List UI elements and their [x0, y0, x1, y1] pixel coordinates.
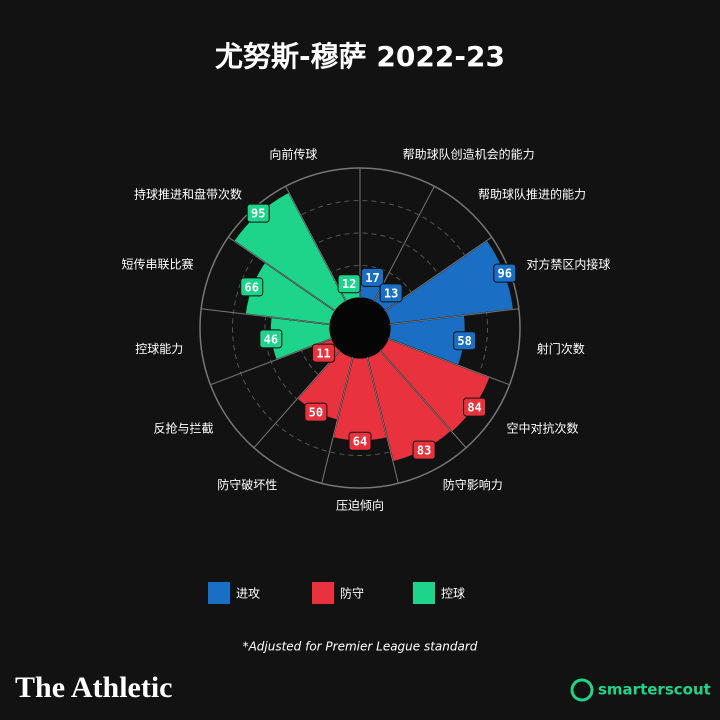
value-label-box — [337, 274, 361, 294]
value-label: 13 — [384, 286, 398, 300]
plot: 17 13 96 58 84 83 64 50 11 46 66 95 12 帮助球队创造机会的能力帮助球… — [122, 147, 611, 513]
source-logo — [570, 678, 594, 702]
legend-swatch — [413, 582, 435, 604]
value-label: 46 — [264, 332, 278, 346]
category-label: 控球能力 — [135, 342, 183, 356]
value-label-box — [312, 343, 336, 363]
value-label: 66 — [244, 280, 258, 294]
wedge — [383, 239, 515, 326]
value-label: 12 — [342, 277, 356, 291]
value-label-box — [453, 331, 477, 351]
category-label: 防守破坏性 — [217, 477, 277, 492]
value-label: 50 — [309, 406, 323, 420]
category-label: 压迫倾向 — [336, 498, 384, 513]
source: smarterscout — [598, 681, 711, 699]
legend: 进攻 防守 控球 — [208, 582, 465, 604]
value-label: 83 — [417, 444, 431, 458]
value-label: 58 — [457, 334, 471, 348]
value-label-box — [259, 329, 283, 349]
value-label-box — [240, 277, 264, 297]
value-label-box — [304, 402, 328, 422]
category-label: 空中对抗次数 — [506, 421, 578, 436]
category-label: 帮助球队创造机会的能力 — [403, 147, 535, 162]
value-label: 17 — [365, 271, 379, 285]
value-label: 96 — [498, 267, 512, 281]
brand: The Athletic — [15, 671, 173, 704]
grid-ring — [232, 200, 488, 456]
category-label: 防守影响力 — [443, 477, 503, 492]
legend-label: 进攻 — [236, 587, 260, 601]
category-label: 反抢与拦截 — [153, 421, 213, 436]
category-label: 射门次数 — [537, 341, 585, 356]
legend-swatch — [312, 582, 334, 604]
legend-label: 控球 — [441, 587, 465, 601]
category-label: 对方禁区内接球 — [526, 256, 610, 271]
center-hole — [330, 298, 390, 358]
value-label: 11 — [316, 347, 330, 361]
value-label-box — [412, 440, 436, 460]
value-label: 64 — [353, 435, 367, 449]
value-label-box — [463, 397, 487, 417]
value-label: 95 — [251, 207, 265, 221]
legend-label: 防守 — [340, 586, 364, 601]
category-label: 短传串联比赛 — [122, 256, 194, 271]
value-label-box — [360, 267, 384, 287]
category-label: 持球推进和盘带次数 — [134, 186, 242, 201]
footnote: *Adjusted for Premier League standard — [243, 640, 478, 654]
value-label-box — [246, 203, 270, 223]
category-label: 向前传球 — [269, 147, 317, 162]
value-label-box — [379, 283, 403, 303]
legend-swatch — [208, 582, 230, 604]
category-label: 帮助球队推进的能力 — [478, 186, 586, 201]
value-label: 84 — [467, 401, 481, 415]
chart-title: 尤努斯-穆萨 2022-23 — [215, 40, 505, 73]
value-label-box — [348, 431, 372, 451]
value-label-box — [493, 263, 517, 283]
